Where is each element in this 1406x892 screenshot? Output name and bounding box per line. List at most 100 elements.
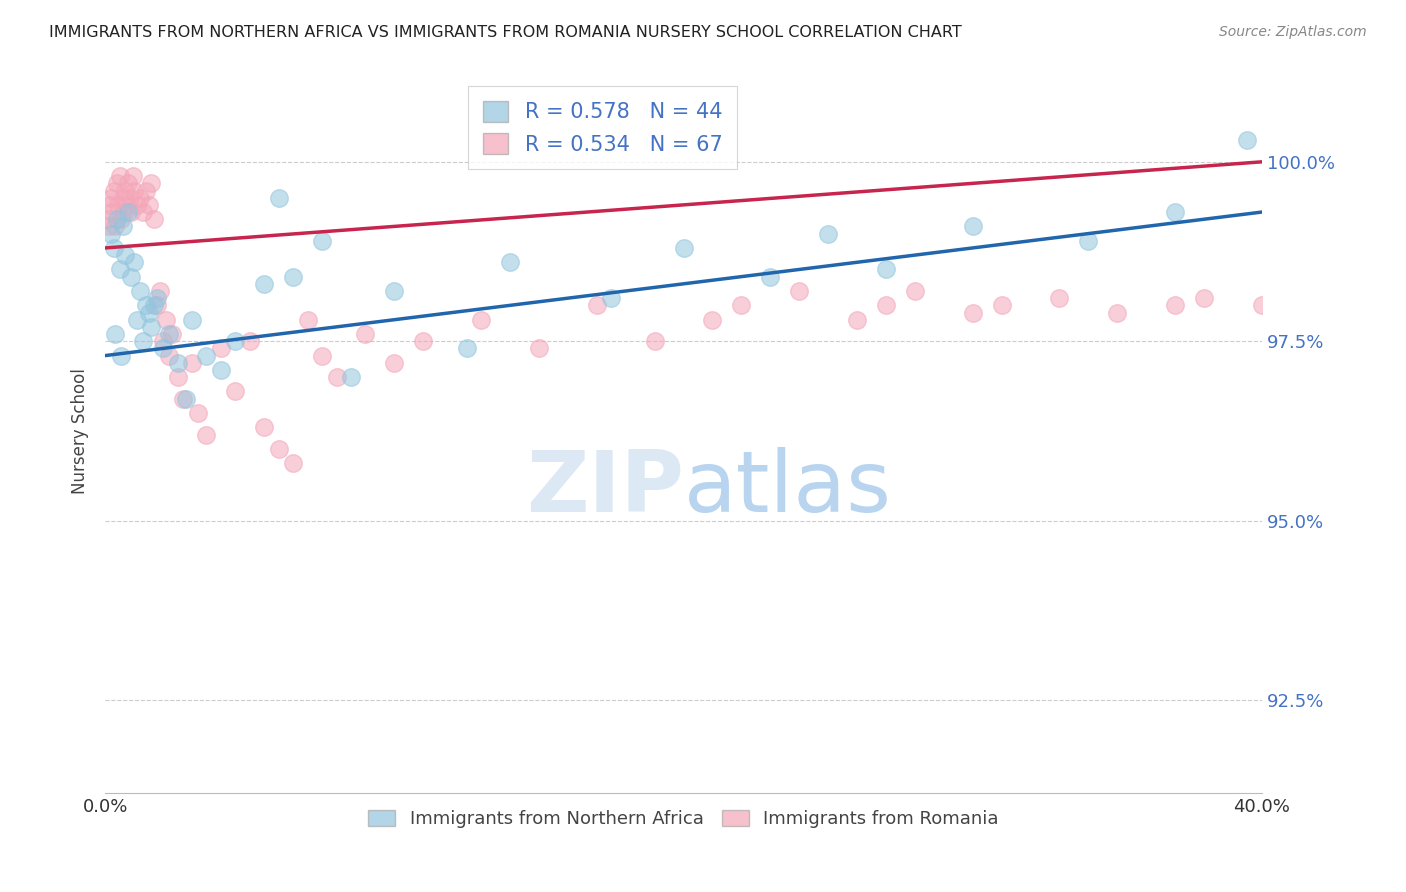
Point: [112, 205, 135, 219]
Point: [125, 198, 148, 212]
Point: [209, 342, 232, 356]
Point: [904, 284, 927, 298]
Point: [146, 291, 169, 305]
Point: [600, 291, 623, 305]
Point: [138, 305, 160, 319]
Point: [141, 319, 163, 334]
Point: [115, 198, 138, 212]
Point: [97, 212, 120, 227]
Point: [456, 342, 478, 356]
Point: [166, 370, 188, 384]
Point: [267, 191, 290, 205]
Point: [104, 326, 127, 341]
Point: [100, 227, 122, 241]
Point: [135, 184, 157, 198]
Point: [1164, 205, 1187, 219]
Point: [174, 392, 197, 406]
Point: [1251, 298, 1274, 312]
Point: [152, 334, 174, 349]
Point: [253, 420, 276, 434]
Point: [114, 184, 136, 198]
Point: [702, 312, 724, 326]
Point: [110, 349, 132, 363]
Point: [146, 298, 169, 312]
Point: [135, 298, 157, 312]
Point: [384, 356, 406, 370]
Point: [103, 241, 125, 255]
Point: [283, 269, 305, 284]
Point: [108, 169, 131, 183]
Point: [384, 284, 406, 298]
Point: [129, 284, 152, 298]
Point: [253, 277, 276, 291]
Text: IMMIGRANTS FROM NORTHERN AFRICA VS IMMIGRANTS FROM ROMANIA NURSERY SCHOOL CORREL: IMMIGRANTS FROM NORTHERN AFRICA VS IMMIG…: [49, 25, 962, 40]
Point: [962, 219, 984, 234]
Point: [117, 205, 139, 219]
Point: [354, 326, 377, 341]
Legend: Immigrants from Northern Africa, Immigrants from Romania: Immigrants from Northern Africa, Immigra…: [361, 802, 1007, 835]
Point: [1049, 291, 1071, 305]
Point: [195, 349, 218, 363]
Point: [129, 191, 152, 205]
Text: Source: ZipAtlas.com: Source: ZipAtlas.com: [1219, 25, 1367, 39]
Point: [846, 312, 869, 326]
Point: [267, 442, 290, 456]
Point: [817, 227, 839, 241]
Point: [325, 370, 347, 384]
Point: [138, 198, 160, 212]
Point: [239, 334, 262, 349]
Point: [132, 205, 155, 219]
Point: [111, 191, 134, 205]
Point: [157, 326, 180, 341]
Point: [1236, 133, 1258, 147]
Point: [108, 262, 131, 277]
Point: [195, 427, 218, 442]
Point: [283, 456, 305, 470]
Point: [117, 177, 139, 191]
Point: [730, 298, 752, 312]
Point: [97, 219, 120, 234]
Point: [172, 392, 194, 406]
Point: [98, 198, 121, 212]
Point: [412, 334, 434, 349]
Point: [141, 177, 163, 191]
Point: [1107, 305, 1129, 319]
Point: [962, 305, 984, 319]
Point: [875, 298, 897, 312]
Point: [340, 370, 363, 384]
Point: [499, 255, 522, 269]
Point: [104, 219, 127, 234]
Point: [224, 384, 246, 399]
Point: [209, 363, 232, 377]
Point: [110, 212, 132, 227]
Text: atlas: atlas: [683, 448, 891, 531]
Point: [311, 349, 333, 363]
Point: [125, 312, 148, 326]
Point: [111, 219, 134, 234]
Point: [114, 248, 136, 262]
Point: [787, 284, 810, 298]
Point: [181, 356, 204, 370]
Point: [990, 298, 1012, 312]
Point: [297, 312, 319, 326]
Point: [160, 326, 183, 341]
Point: [155, 312, 177, 326]
Point: [120, 269, 142, 284]
Point: [585, 298, 607, 312]
Point: [224, 334, 246, 349]
Y-axis label: Nursery School: Nursery School: [72, 368, 89, 494]
Point: [100, 191, 122, 205]
Point: [470, 312, 492, 326]
Point: [132, 334, 155, 349]
Point: [1164, 298, 1187, 312]
Point: [157, 349, 180, 363]
Point: [122, 184, 145, 198]
Point: [152, 342, 174, 356]
Point: [1077, 234, 1099, 248]
Point: [105, 212, 128, 227]
Point: [122, 255, 145, 269]
Point: [672, 241, 695, 255]
Point: [181, 312, 204, 326]
Point: [527, 342, 550, 356]
Point: [101, 205, 124, 219]
